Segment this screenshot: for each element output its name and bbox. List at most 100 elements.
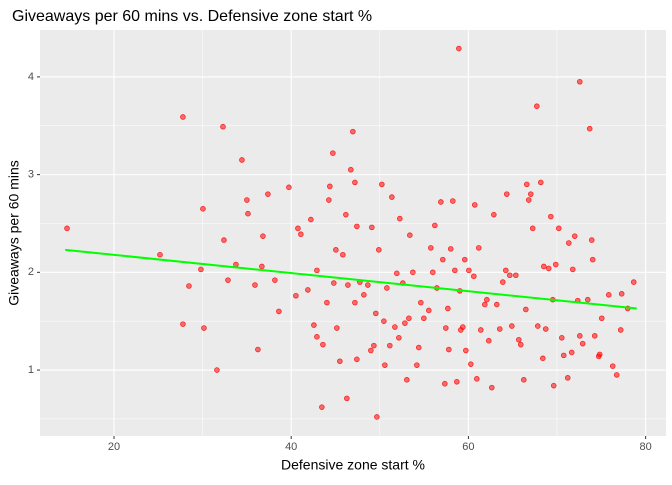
y-tick-label: 3 bbox=[28, 169, 34, 181]
point bbox=[252, 282, 258, 288]
point bbox=[214, 367, 220, 373]
point bbox=[344, 395, 350, 402]
point bbox=[520, 377, 527, 383]
point bbox=[471, 273, 477, 280]
point bbox=[586, 125, 593, 132]
point bbox=[499, 279, 506, 285]
point bbox=[245, 210, 251, 217]
point bbox=[446, 346, 452, 353]
point bbox=[352, 179, 358, 186]
point bbox=[334, 325, 340, 331]
point bbox=[324, 299, 330, 306]
point bbox=[541, 263, 547, 270]
point bbox=[394, 270, 400, 277]
point bbox=[560, 352, 567, 359]
point bbox=[438, 199, 444, 205]
point bbox=[259, 263, 265, 270]
point bbox=[571, 233, 578, 239]
point bbox=[534, 323, 541, 329]
point bbox=[368, 347, 374, 354]
point bbox=[450, 198, 456, 204]
point bbox=[354, 223, 360, 230]
point bbox=[482, 301, 488, 308]
point bbox=[524, 181, 530, 188]
point bbox=[311, 322, 317, 328]
point bbox=[314, 267, 320, 274]
x-tick-label: 80 bbox=[639, 441, 651, 453]
point bbox=[414, 362, 420, 368]
point bbox=[576, 78, 583, 85]
point bbox=[525, 197, 532, 203]
point bbox=[471, 202, 478, 208]
chart-title: Giveaways per 60 mins vs. Defensive zone… bbox=[12, 8, 372, 25]
point bbox=[516, 336, 522, 343]
point bbox=[382, 362, 388, 368]
point bbox=[418, 299, 424, 306]
point bbox=[584, 296, 591, 303]
point bbox=[381, 318, 387, 324]
point bbox=[461, 256, 468, 263]
point bbox=[157, 251, 163, 258]
point bbox=[345, 282, 351, 288]
point bbox=[337, 358, 343, 365]
point bbox=[466, 267, 472, 274]
point bbox=[407, 232, 413, 238]
point bbox=[555, 225, 562, 232]
grid bbox=[40, 30, 666, 436]
point bbox=[513, 272, 519, 279]
point bbox=[326, 197, 332, 203]
point bbox=[305, 287, 311, 293]
point bbox=[293, 292, 299, 299]
point bbox=[426, 307, 432, 314]
point bbox=[392, 324, 398, 330]
point bbox=[491, 211, 497, 218]
point bbox=[198, 266, 204, 273]
point bbox=[478, 327, 484, 333]
y-tick-label: 4 bbox=[28, 71, 34, 83]
point bbox=[503, 267, 509, 274]
point bbox=[276, 308, 282, 315]
point bbox=[579, 340, 586, 347]
point bbox=[609, 363, 616, 369]
point bbox=[384, 285, 390, 291]
point bbox=[565, 240, 572, 246]
point bbox=[244, 197, 250, 203]
point bbox=[509, 323, 515, 329]
point bbox=[387, 342, 393, 349]
x-axis-label: Defensive zone start % bbox=[281, 457, 425, 473]
point bbox=[429, 269, 436, 276]
point bbox=[454, 378, 460, 385]
point bbox=[406, 315, 412, 322]
point bbox=[484, 296, 490, 303]
panel bbox=[40, 30, 666, 436]
point bbox=[452, 267, 458, 274]
x-tick-label: 40 bbox=[285, 441, 297, 453]
point bbox=[255, 346, 261, 353]
point bbox=[460, 324, 466, 330]
point bbox=[352, 299, 358, 306]
point bbox=[186, 283, 192, 289]
point bbox=[506, 272, 513, 279]
point bbox=[456, 45, 462, 52]
point bbox=[542, 326, 549, 332]
point bbox=[630, 279, 637, 285]
point bbox=[552, 261, 559, 268]
point bbox=[440, 256, 446, 263]
y-axis-label: Giveaways per 60 mins bbox=[6, 160, 22, 306]
point bbox=[376, 247, 382, 253]
point bbox=[523, 306, 529, 313]
point bbox=[468, 361, 474, 367]
point bbox=[558, 334, 565, 341]
point bbox=[298, 231, 304, 238]
point bbox=[534, 103, 540, 110]
point bbox=[605, 292, 612, 298]
point bbox=[402, 320, 408, 326]
point bbox=[286, 184, 292, 191]
point bbox=[537, 179, 544, 186]
point bbox=[314, 334, 320, 340]
marks bbox=[64, 45, 637, 420]
point bbox=[350, 128, 356, 135]
point bbox=[180, 321, 186, 327]
point bbox=[443, 325, 449, 331]
